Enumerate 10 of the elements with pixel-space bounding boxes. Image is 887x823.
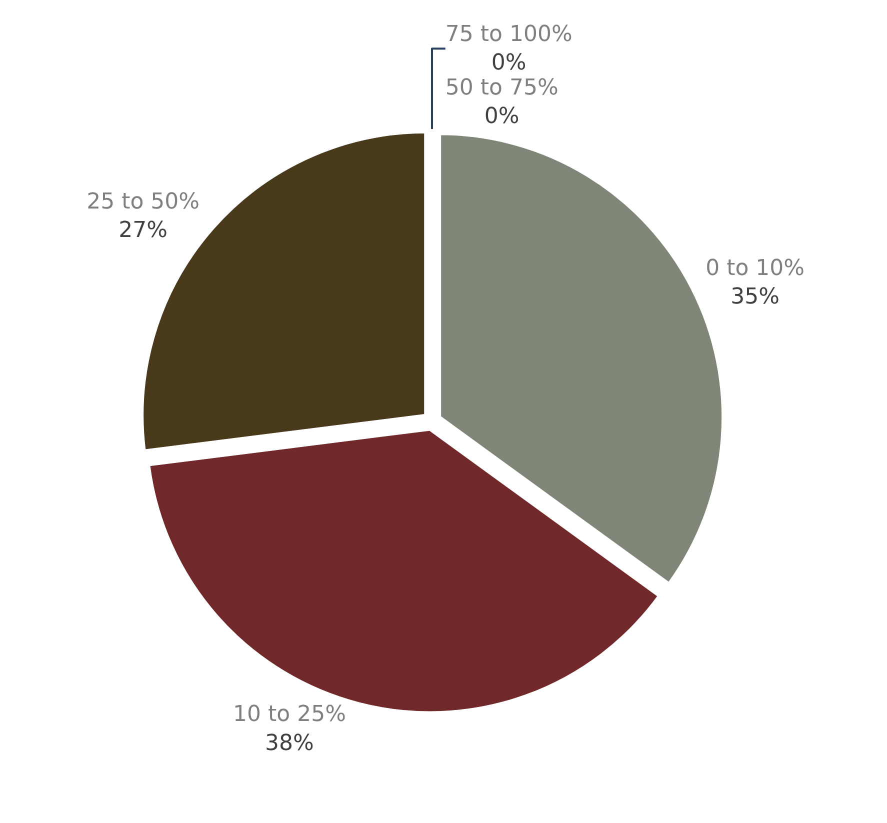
data-label: 35% (730, 284, 780, 310)
category-label: 75 to 100% (445, 22, 572, 47)
slice-label: 10 to 25% (233, 702, 346, 728)
data-label: 27% (118, 218, 168, 243)
text: 0% (484, 104, 520, 129)
text: 0% (491, 50, 526, 76)
slice-label: 25 to 50% (86, 189, 200, 214)
slice-label: 0 to 10% (706, 256, 805, 282)
category-label: 50 to 75% (445, 75, 558, 100)
data-label: 38% (265, 730, 314, 756)
